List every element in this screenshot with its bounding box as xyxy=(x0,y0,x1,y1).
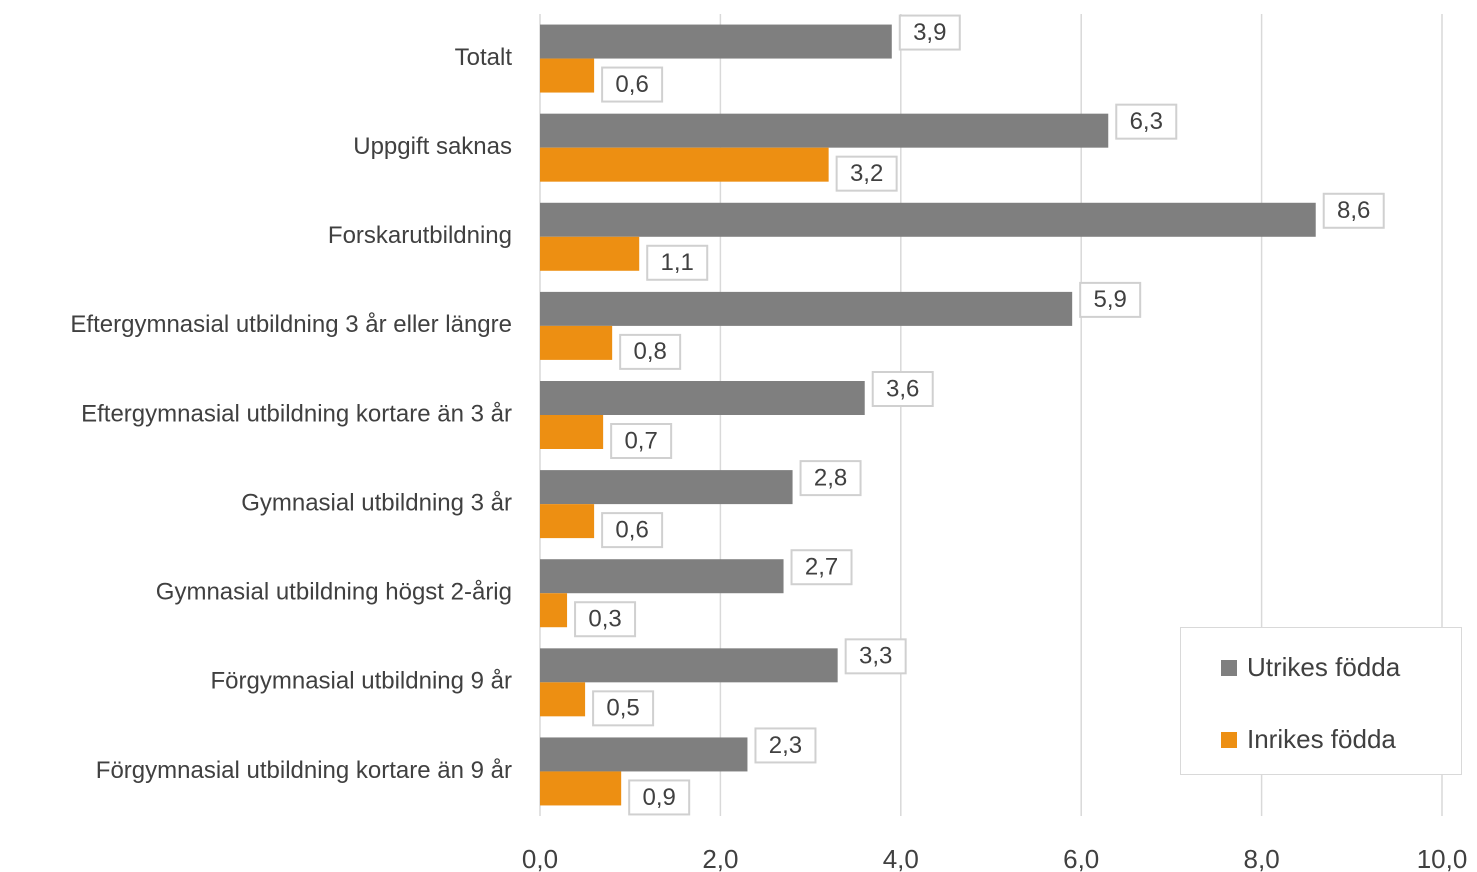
data-label-box xyxy=(610,423,673,459)
bar-utrikes xyxy=(540,648,838,683)
bar-inrikes xyxy=(540,236,640,271)
legend-item-inrikes: Inrikes födda xyxy=(1221,724,1396,755)
data-label: 0,8 xyxy=(633,338,666,365)
data-label: 6,3 xyxy=(1130,108,1163,135)
bar-inrikes xyxy=(540,415,604,449)
data-label-box xyxy=(1322,192,1385,229)
bar-inrikes xyxy=(540,771,622,806)
bar-inrikes xyxy=(540,58,595,93)
data-label-box xyxy=(799,460,862,497)
data-label-box xyxy=(646,244,709,281)
category-label: Eftergymnasial utbildning 3 år eller län… xyxy=(70,311,512,338)
data-label-box xyxy=(574,601,637,638)
bar-inrikes xyxy=(540,682,586,717)
legend-swatch-inrikes xyxy=(1221,731,1237,748)
data-label: 0,6 xyxy=(615,516,648,543)
data-label: 0,9 xyxy=(642,784,675,811)
data-label-box xyxy=(898,14,961,51)
bar-utrikes xyxy=(540,381,865,415)
data-label: 3,2 xyxy=(850,160,883,187)
bar-inrikes xyxy=(540,325,613,360)
data-label-box xyxy=(844,638,907,675)
data-label: 0,6 xyxy=(615,71,648,98)
data-label: 0,5 xyxy=(606,695,639,722)
category-label: Totalt xyxy=(455,44,513,71)
data-label: 1,1 xyxy=(661,249,694,276)
category-label: Forskarutbildning xyxy=(328,222,512,249)
bar-inrikes xyxy=(540,504,595,539)
data-label-box xyxy=(754,727,817,764)
x-tick-label: 2,0 xyxy=(702,844,738,872)
bar-utrikes xyxy=(540,291,1073,326)
x-tick-label: 4,0 xyxy=(883,844,919,872)
data-label: 3,9 xyxy=(913,19,946,46)
data-label-box xyxy=(871,371,934,407)
data-label-box xyxy=(592,690,655,727)
legend-label-inrikes: Inrikes födda xyxy=(1247,724,1396,754)
bar-utrikes xyxy=(540,202,1316,237)
category-label: Eftergymnasial utbildning kortare än 3 å… xyxy=(81,400,512,427)
legend-label-utrikes: Utrikes födda xyxy=(1247,652,1401,682)
data-label-box xyxy=(601,512,664,549)
data-label-box xyxy=(619,333,682,370)
bar-utrikes xyxy=(540,24,892,59)
legend-swatch-utrikes xyxy=(1221,659,1237,676)
x-tick-label: 0,0 xyxy=(522,844,558,872)
data-label: 2,3 xyxy=(769,732,802,759)
data-label: 0,3 xyxy=(588,606,621,633)
x-tick-label: 10,0 xyxy=(1417,844,1468,872)
category-label: Uppgift saknas xyxy=(353,133,512,160)
bar-utrikes xyxy=(540,470,793,505)
data-label-box xyxy=(628,779,691,816)
data-label: 8,6 xyxy=(1337,197,1370,224)
legend-item-utrikes: Utrikes födda xyxy=(1221,652,1400,683)
bar-utrikes xyxy=(540,113,1109,148)
x-tick-label: 6,0 xyxy=(1063,844,1099,872)
bar-utrikes xyxy=(540,559,784,594)
data-label-box xyxy=(1115,103,1178,140)
data-label-box xyxy=(1079,281,1142,318)
bar-utrikes xyxy=(540,737,748,772)
category-label: Förgymnasial utbildning kortare än 9 år xyxy=(96,757,512,784)
data-label-box xyxy=(835,155,898,192)
data-label: 2,8 xyxy=(814,464,847,491)
data-label: 0,7 xyxy=(624,427,657,454)
legend: Utrikes födda Inrikes födda xyxy=(1180,627,1462,775)
category-label: Gymnasial utbildning 3 år xyxy=(241,489,512,516)
data-label: 2,7 xyxy=(805,554,838,581)
data-label-box xyxy=(601,66,664,103)
category-label: Gymnasial utbildning högst 2-årig xyxy=(156,579,512,606)
data-label-box xyxy=(790,549,853,586)
data-label: 5,9 xyxy=(1093,286,1126,313)
category-label: Förgymnasial utbildning 9 år xyxy=(211,668,513,695)
bar-inrikes xyxy=(540,593,568,628)
data-label: 3,6 xyxy=(886,375,919,402)
data-label: 3,3 xyxy=(859,643,892,670)
x-tick-label: 8,0 xyxy=(1244,844,1280,872)
bar-inrikes xyxy=(540,147,829,182)
